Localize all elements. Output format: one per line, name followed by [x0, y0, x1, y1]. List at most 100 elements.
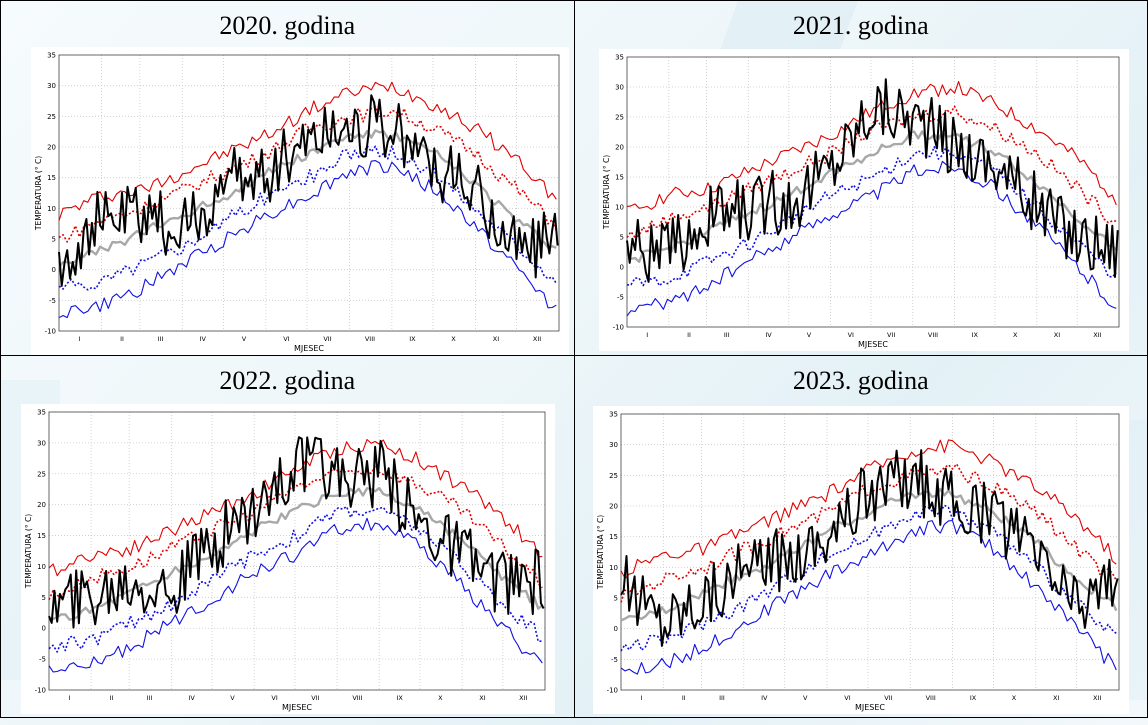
- chart-cell-2021: 2021. godina 35 30 25 20 15 10 5 0 -5 -10 I II III IV…: [573, 0, 1148, 356]
- y-tick-label: -10: [45, 328, 56, 336]
- x-tick-label: XII: [533, 335, 541, 343]
- min-line: [48, 517, 543, 673]
- y-tick-label: -5: [39, 656, 46, 664]
- y-tick-label: 20: [47, 144, 56, 152]
- x-tick-label: III: [723, 331, 729, 339]
- x-tick-label: VIII: [352, 694, 362, 702]
- x-tick-label: X: [451, 335, 456, 343]
- x-tick-label: XI: [1053, 694, 1059, 702]
- lower-band-line: [58, 145, 557, 291]
- x-tick-label: XI: [493, 335, 499, 343]
- chart-title: 2020. godina: [219, 11, 356, 40]
- y-tick-label: 15: [609, 533, 618, 541]
- x-tick-label: III: [147, 694, 153, 702]
- y-tick-label: 30: [609, 441, 618, 449]
- x-tick-label: II: [120, 335, 124, 343]
- x-tick-label: I: [640, 694, 642, 702]
- x-tick-label: V: [806, 331, 811, 339]
- x-tick-label: VIII: [925, 694, 935, 702]
- y-tick-label: 10: [615, 204, 624, 212]
- x-tick-label: I: [79, 335, 81, 343]
- y-axis-label: TEMPERATURA (° C): [24, 514, 33, 589]
- min-line: [620, 519, 1117, 675]
- x-tick-label: IV: [200, 335, 207, 343]
- y-tick-label: 20: [615, 144, 624, 152]
- y-tick-label: 10: [609, 564, 618, 572]
- upper-band-line: [58, 105, 558, 243]
- y-tick-label: 25: [609, 472, 618, 480]
- x-tick-label: X: [1011, 694, 1016, 702]
- y-tick-label: 0: [613, 625, 617, 633]
- y-tick-label: 35: [47, 52, 56, 60]
- y-tick-label: -10: [612, 324, 623, 332]
- y-tick-label: 15: [615, 174, 624, 182]
- y-tick-label: 20: [609, 503, 618, 511]
- chart-title: 2021. godina: [792, 11, 929, 40]
- max-line: [626, 80, 1117, 210]
- observed-temperature-line: [619, 449, 1119, 647]
- y-tick-label: 0: [52, 266, 56, 274]
- y-tick-label: 10: [37, 563, 46, 571]
- mean-line: [48, 486, 544, 621]
- x-tick-label: VII: [323, 335, 331, 343]
- x-tick-label: XII: [1093, 694, 1101, 702]
- x-tick-label: XI: [1053, 331, 1059, 339]
- y-tick-label: 30: [37, 439, 46, 447]
- y-tick-label: 25: [47, 113, 56, 121]
- x-tick-label: I: [68, 694, 70, 702]
- x-tick-label: IX: [409, 335, 416, 343]
- x-tick-label: II: [687, 331, 691, 339]
- y-tick-label: 30: [47, 82, 56, 90]
- y-tick-label: 15: [37, 532, 46, 540]
- x-tick-label: II: [110, 694, 114, 702]
- y-tick-label: 30: [615, 84, 624, 92]
- chart-cell-2023: 2023. godina 35 30 25 20 15 10 5 0 -5 -10 I II III IV…: [573, 355, 1148, 718]
- x-tick-label: V: [242, 335, 247, 343]
- y-tick-label: 5: [613, 595, 617, 603]
- x-tick-label: X: [438, 694, 443, 702]
- x-tick-label: XII: [1093, 331, 1101, 339]
- chart-title: 2023. godina: [792, 366, 929, 395]
- x-axis-label: MJESEC: [854, 703, 884, 712]
- y-tick-label: 35: [37, 409, 46, 417]
- observed-temperature-line: [48, 436, 545, 629]
- min-line: [626, 160, 1116, 317]
- x-tick-label: V: [230, 694, 235, 702]
- lower-band-line: [48, 505, 543, 653]
- lower-band-line: [619, 504, 1117, 652]
- observed-temperature-line: [625, 78, 1119, 283]
- x-tick-label: VI: [283, 335, 289, 343]
- x-tick-label: III: [719, 694, 725, 702]
- chart-title: 2022. godina: [219, 366, 356, 395]
- upper-band-line: [619, 463, 1117, 603]
- plot-frame: [620, 413, 1119, 691]
- y-tick-label: 25: [37, 470, 46, 478]
- x-tick-label: IV: [188, 694, 195, 702]
- y-tick-label: 0: [619, 264, 623, 272]
- y-axis-label: TEMPERATURA (° C): [34, 156, 43, 231]
- y-tick-label: 5: [52, 236, 56, 244]
- x-tick-label: V: [802, 694, 807, 702]
- x-tick-label: III: [157, 335, 163, 343]
- x-tick-label: II: [681, 694, 685, 702]
- chart-cell-2022: 2022. godina 35 30 25 20 15 10 5 0 -5 -10 I II III IV…: [0, 355, 575, 718]
- y-tick-label: -5: [611, 656, 618, 664]
- x-tick-label: IV: [761, 694, 768, 702]
- y-tick-label: 35: [609, 411, 618, 419]
- chart-cell-2020: 2020. godina 35 30 25 20 15 10 5 0 -5 -10 I II III IV…: [0, 0, 575, 356]
- x-tick-label: IX: [969, 694, 976, 702]
- y-axis-label: TEMPERATURA (° C): [602, 155, 611, 230]
- y-tick-label: 10: [47, 205, 56, 213]
- min-line: [58, 160, 557, 319]
- x-tick-label: VII: [311, 694, 319, 702]
- x-tick-label: IV: [765, 331, 772, 339]
- x-tick-label: X: [1012, 331, 1017, 339]
- x-tick-label: VII: [884, 694, 892, 702]
- x-tick-label: VIII: [365, 335, 375, 343]
- x-tick-label: XII: [519, 694, 527, 702]
- x-tick-label: XI: [479, 694, 485, 702]
